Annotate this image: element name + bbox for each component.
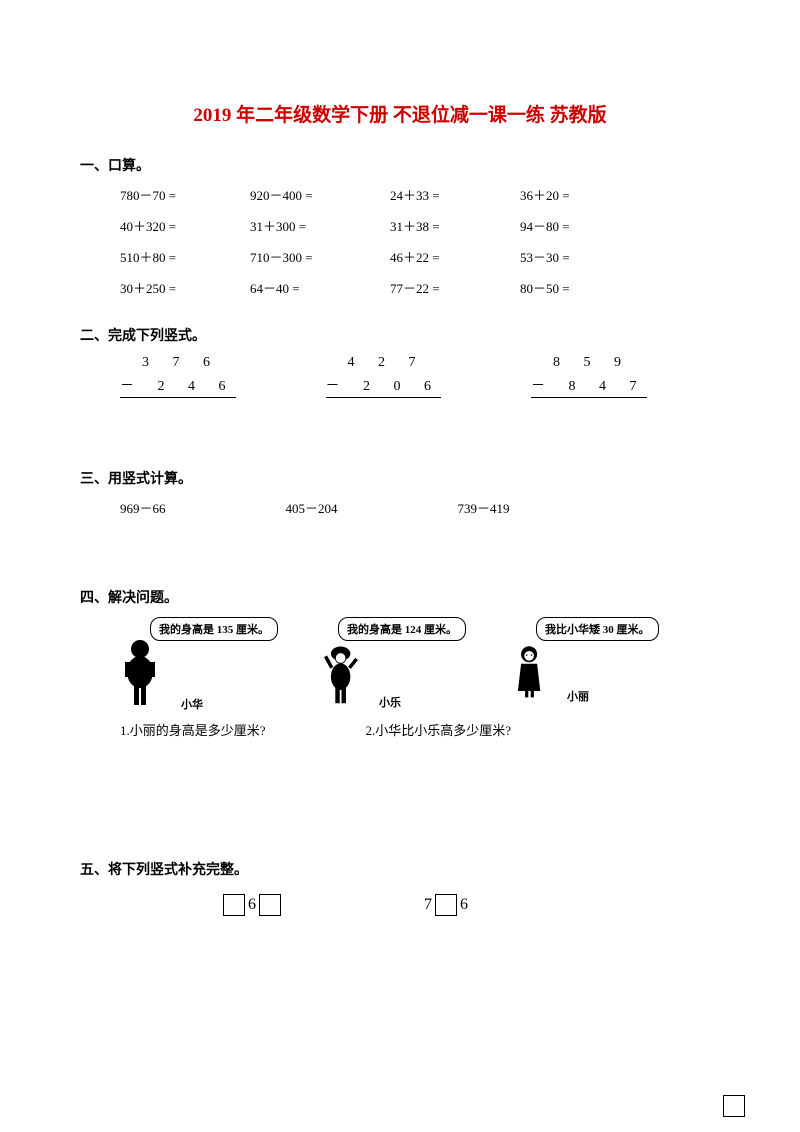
problem-cell: 920－400 =	[250, 185, 390, 204]
problem-cell: 46＋22 =	[390, 247, 520, 266]
person-icon	[120, 637, 175, 707]
problem-cell: 40＋320 =	[120, 216, 250, 235]
vertical-calc: 8 5 9 － 8 4 7	[531, 355, 647, 398]
problem-cell: 780－70 =	[120, 185, 250, 204]
problem-cell: 24＋33 =	[390, 185, 520, 204]
figure-xiaole: 我的身高是 124 厘米。 小乐	[318, 617, 466, 712]
calc-problem: 739－419	[458, 498, 510, 517]
problem-cell: 31＋300 =	[250, 216, 390, 235]
problem-cell: 77－22 =	[390, 278, 520, 297]
fill-item-1: 6	[220, 894, 284, 916]
calc-top: 3 7 6	[120, 355, 236, 371]
section3-header: 三、用竖式计算。	[80, 468, 720, 488]
person-name: 小乐	[379, 694, 401, 710]
problem-cell: 80－50 =	[520, 278, 640, 297]
blank-box	[723, 1095, 745, 1117]
figure-xiaohua: 我的身高是 135 厘米。 小华	[120, 617, 278, 712]
problem-cell: 30＋250 =	[120, 278, 250, 297]
section1-header: 一、口算。	[80, 155, 720, 175]
figures-row: 我的身高是 135 厘米。 小华 我的身高是 124 厘米。	[120, 617, 720, 712]
questions-row: 1.小丽的身高是多少厘米? 2.小华比小乐高多少厘米?	[120, 720, 720, 739]
problem-cell: 510＋80 =	[120, 247, 250, 266]
problem-cell: 53－30 =	[520, 247, 640, 266]
problem-cell: 64－40 =	[250, 278, 390, 297]
calc-top: 4 2 7	[326, 355, 442, 371]
digit: 6	[248, 896, 256, 914]
vertical-calc: 3 7 6 － 2 4 6	[120, 355, 236, 398]
fill-item-2: 7 6	[424, 894, 468, 916]
digit: 7	[424, 896, 432, 914]
person-icon	[506, 643, 561, 699]
digit: 6	[460, 896, 468, 914]
calc-problem: 969－66	[120, 498, 166, 517]
calc-bottom: － 2 4 6	[120, 375, 236, 398]
question-2: 2.小华比小乐高多少厘米?	[366, 720, 512, 739]
speech-bubble: 我比小华矮 30 厘米。	[536, 617, 659, 641]
problem-cell: 31＋38 =	[390, 216, 520, 235]
speech-bubble: 我的身高是 124 厘米。	[338, 617, 466, 641]
section3-row: 969－66 405－204 739－419	[120, 498, 720, 517]
calc-bottom: － 8 4 7	[531, 375, 647, 398]
blank-box	[223, 894, 245, 916]
page-title: 2019 年二年级数学下册 不退位减一课一练 苏教版	[80, 100, 720, 127]
blank-box	[259, 894, 281, 916]
calc-bottom: － 2 0 6	[326, 375, 442, 398]
figure-xiaoli: 我比小华矮 30 厘米。 小丽	[506, 617, 659, 712]
section1-grid: 780－70 = 920－400 = 24＋33 = 36＋20 = 40＋32…	[120, 185, 720, 297]
section5-header: 五、将下列竖式补充完整。	[80, 859, 720, 879]
section4-content: 我的身高是 135 厘米。 小华 我的身高是 124 厘米。	[120, 617, 720, 739]
section2-row: 3 7 6 － 2 4 6 4 2 7 － 2 0 6 8 5 9 － 8 4 …	[120, 355, 720, 398]
section4-header: 四、解决问题。	[80, 587, 720, 607]
calc-top: 8 5 9	[531, 355, 647, 371]
calc-problem: 405－204	[286, 498, 338, 517]
problem-cell: 94－80 =	[520, 216, 640, 235]
section2-header: 二、完成下列竖式。	[80, 325, 720, 345]
person-icon	[318, 643, 373, 705]
section5-row: 6 7 6	[220, 894, 720, 916]
vertical-calc: 4 2 7 － 2 0 6	[326, 355, 442, 398]
problem-cell: 710－300 =	[250, 247, 390, 266]
blank-box	[435, 894, 457, 916]
person-name: 小丽	[567, 688, 589, 704]
question-1: 1.小丽的身高是多少厘米?	[120, 720, 266, 739]
person-name: 小华	[181, 696, 203, 712]
problem-cell: 36＋20 =	[520, 185, 640, 204]
